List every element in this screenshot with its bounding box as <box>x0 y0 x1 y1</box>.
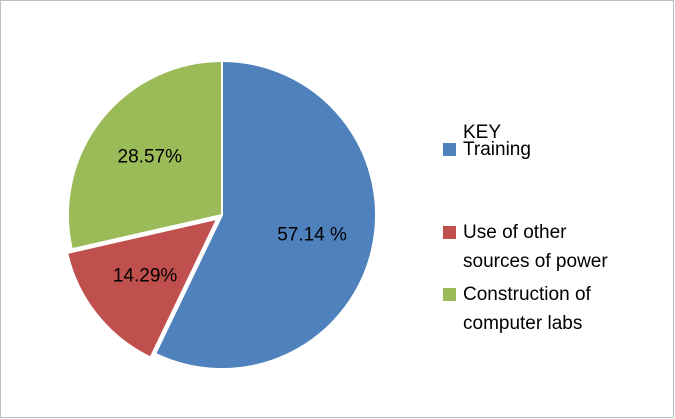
pie-slice <box>65 217 220 359</box>
data-label: 28.57% <box>118 146 183 167</box>
legend-swatch <box>443 143 456 156</box>
pie-slice <box>67 59 223 251</box>
legend-swatch <box>443 288 456 301</box>
legend-label: Use of other sources of power <box>463 222 608 272</box>
data-label: 57.14 % <box>277 225 347 246</box>
legend-label: Training <box>463 139 531 160</box>
legend-label: Construction of computer labs <box>463 284 591 334</box>
legend-title: KEY <box>463 122 502 143</box>
data-label: 14.29% <box>113 265 178 286</box>
pie-slice <box>153 59 377 370</box>
legend-swatch <box>443 226 456 239</box>
